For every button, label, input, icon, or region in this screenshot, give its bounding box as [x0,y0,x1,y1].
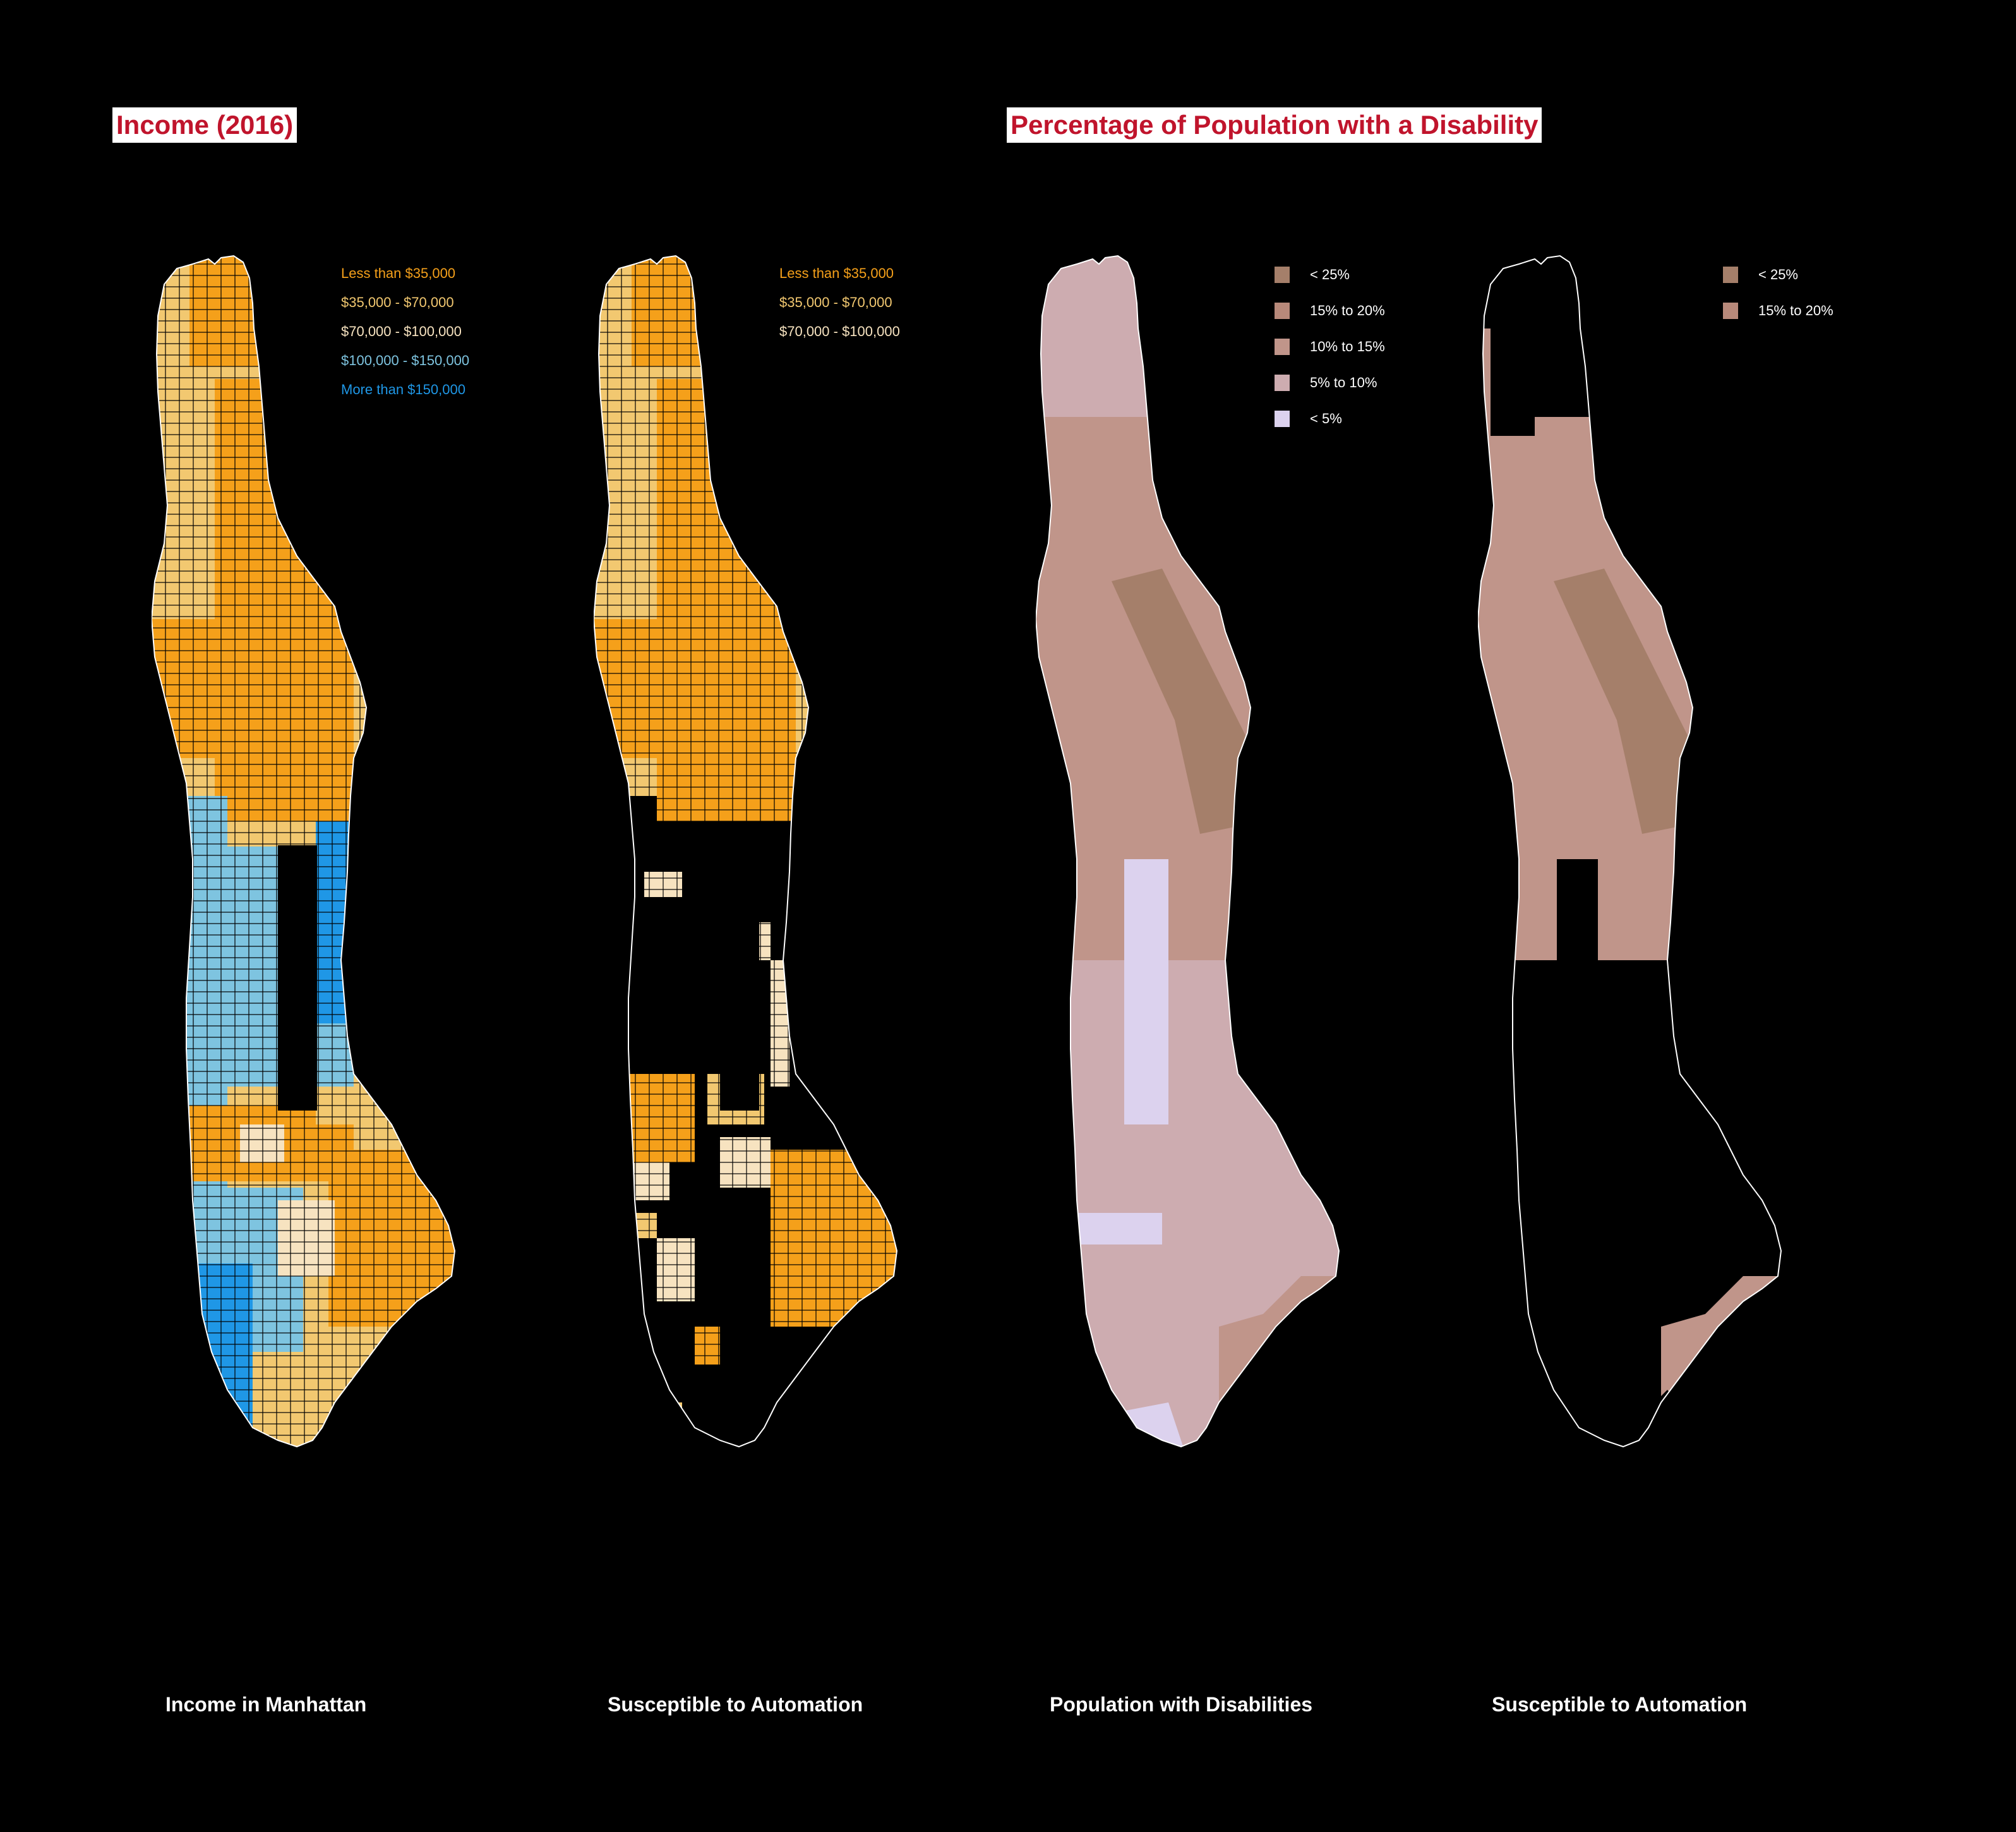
legend-swatch [1723,267,1738,283]
legend-item-under-35k: Less than $35,000 [341,265,456,281]
legend-item-35k-70k: $35,000 - $70,000 [779,294,892,310]
legend-item-35k-70k: $35,000 - $70,000 [341,294,454,310]
caption-income: Income in Manhattan [165,1693,367,1716]
legend-label: < 25% [1758,267,1798,282]
disability-map [1036,253,1478,1680]
legend-swatch [1723,303,1738,319]
caption-disability: Population with Disabilities [1050,1693,1313,1716]
legend-label: 5% to 10% [1310,375,1377,390]
income-automation-map [594,253,1036,1680]
legend-label: 15% to 20% [1310,303,1385,318]
legend-swatch [1275,267,1290,283]
legend-item-70k-100k: $70,000 - $100,000 [779,323,900,339]
income-map [152,253,594,1680]
disability-automation-map [1478,253,1920,1680]
legend-label: 15% to 20% [1758,303,1833,318]
legend-label: 10% to 15% [1310,339,1385,354]
legend-swatch [1275,339,1290,355]
income-title: Income (2016) [112,107,297,143]
legend-swatch [1275,411,1290,427]
caption-income-automation: Susceptible to Automation [608,1693,863,1716]
disability-title: Percentage of Population with a Disabili… [1007,107,1542,143]
legend-item-over-150k: More than $150,000 [341,382,465,397]
legend-item-70k-100k: $70,000 - $100,000 [341,323,462,339]
legend-item-under-35k: Less than $35,000 [779,265,894,281]
legend-swatch [1275,303,1290,319]
legend-item-100k-150k: $100,000 - $150,000 [341,353,470,368]
caption-disability-automation: Susceptible to Automation [1492,1693,1748,1716]
legend-label: < 5% [1310,411,1342,426]
legend-label: < 25% [1310,267,1350,282]
legend-swatch [1275,375,1290,391]
